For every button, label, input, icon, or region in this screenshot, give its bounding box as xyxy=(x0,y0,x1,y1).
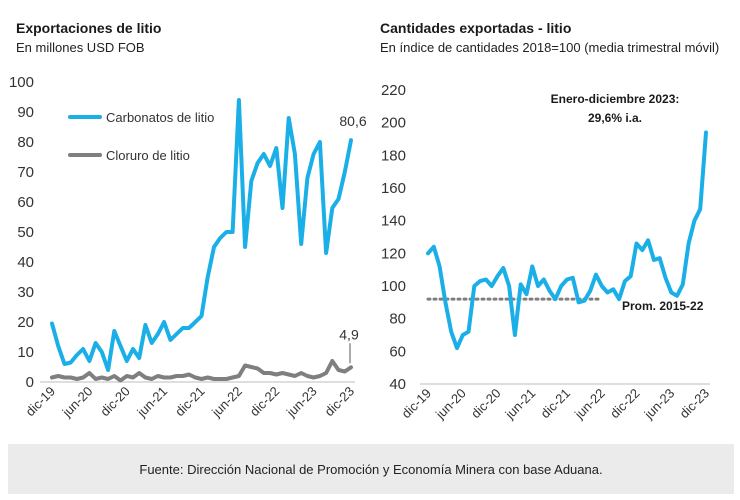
x-tick-label: jun-22 xyxy=(571,386,608,423)
y-tick-label: 120 xyxy=(381,245,406,262)
right-chart-subtitle: En índice de cantidades 2018=100 (media … xyxy=(380,40,720,55)
x-tick-label: dic-21 xyxy=(537,386,573,422)
y-tick-label: 40 xyxy=(17,254,34,271)
y-tick-label: 90 xyxy=(17,104,34,121)
y-tick-label: 40 xyxy=(389,376,406,393)
annotation-line: Enero-diciembre 2023: xyxy=(551,92,680,106)
y-tick-label: 200 xyxy=(381,115,406,132)
end-value-label: 80,6 xyxy=(339,113,366,129)
x-tick-label: jun-23 xyxy=(283,384,320,421)
left-chart-panel: Exportaciones de litio En millones USD F… xyxy=(0,0,370,440)
right-chart-panel: Cantidades exportadas - litio En índice … xyxy=(370,0,740,440)
y-tick-label: 0 xyxy=(26,374,34,391)
y-tick-label: 80 xyxy=(389,311,406,328)
source-note: Fuente: Dirección Nacional de Promoción … xyxy=(139,461,603,477)
left-chart-subtitle: En millones USD FOB xyxy=(16,40,145,55)
y-tick-label: 160 xyxy=(381,180,406,197)
legend-label: Cloruro de litio xyxy=(106,148,190,163)
y-tick-label: 60 xyxy=(17,194,34,211)
y-tick-label: 80 xyxy=(17,134,34,151)
reference-line-label: Prom. 2015-22 xyxy=(622,299,704,313)
left-chart-title: Exportaciones de litio xyxy=(16,20,162,36)
x-tick-label: jun-20 xyxy=(432,386,469,423)
right-chart-title: Cantidades exportadas - litio xyxy=(380,20,572,36)
y-tick-label: 100 xyxy=(9,74,34,91)
y-tick-label: 30 xyxy=(17,284,34,301)
x-tick-label: jun-21 xyxy=(502,386,539,423)
y-tick-label: 60 xyxy=(389,343,406,360)
x-tick-label: dic-23 xyxy=(321,384,357,420)
series-line-ndice-de-cantidades xyxy=(426,130,708,351)
y-tick-label: 100 xyxy=(381,278,406,295)
x-tick-label: jun-23 xyxy=(641,386,678,423)
legend-label: Carbonatos de litio xyxy=(106,110,214,125)
series-line-cloruro-de-litio xyxy=(50,359,353,383)
series-line-carbonatos-de-litio xyxy=(50,98,353,372)
x-tick-label: dic-22 xyxy=(247,384,283,420)
x-tick-label: jun-22 xyxy=(208,384,245,421)
x-tick-label: jun-20 xyxy=(59,384,96,421)
y-tick-label: 10 xyxy=(17,344,34,361)
y-tick-label: 70 xyxy=(17,164,34,181)
y-tick-label: 140 xyxy=(381,213,406,230)
y-tick-label: 20 xyxy=(17,314,34,331)
y-tick-label: 220 xyxy=(381,82,406,99)
x-tick-label: dic-23 xyxy=(676,386,712,422)
x-tick-label: dic-22 xyxy=(607,386,643,422)
annotation-line: 29,6% i.a. xyxy=(588,111,642,125)
x-tick-label: dic-20 xyxy=(468,386,504,422)
y-tick-label: 180 xyxy=(381,147,406,164)
source-footer: Fuente: Dirección Nacional de Promoción … xyxy=(8,444,734,494)
x-tick-label: jun-21 xyxy=(133,384,170,421)
y-tick-label: 50 xyxy=(17,224,34,241)
x-tick-label: dic-21 xyxy=(172,384,208,420)
end-value-label: 4,9 xyxy=(339,326,359,342)
x-tick-label: dic-20 xyxy=(97,384,133,420)
